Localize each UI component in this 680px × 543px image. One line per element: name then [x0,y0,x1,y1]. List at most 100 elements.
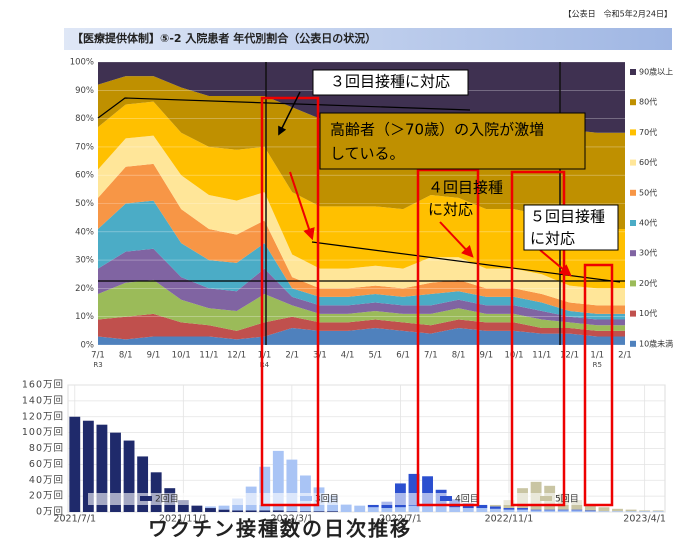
y-tick-label: 30% [75,256,94,266]
title-bar [64,28,672,50]
y-tick-label: 10% [75,312,94,322]
bar [300,511,311,512]
legend-label: 2回目 [155,494,179,505]
legend-label: 5回目 [555,494,579,505]
bar [381,508,393,512]
x-tick-label: 1/1 [590,351,604,361]
bar [367,507,379,512]
bar [584,511,596,512]
bar [544,509,556,511]
bar [218,505,230,510]
legend-label: 10代 [639,308,657,318]
x-tick-label: 10/1 [172,351,191,361]
vaccine-chart: 0万回 20万回 40万回 60万回 80万回 100万回 120万回 140万回 160万回 2… [22,380,666,541]
bar [150,472,162,512]
area-segment [98,163,625,314]
trend-line [97,97,471,119]
legend-label: 3回目 [315,494,339,505]
legend-swatch [630,99,636,106]
area-segment [98,248,625,326]
y-tick-label: 60万回 [29,459,64,470]
publish-date: 【公表日 令和5年2月24日】 [564,9,672,19]
legend-label: 60代 [639,157,657,167]
legend-label: 10歳未満 [639,338,673,348]
x-tick-label: 12/1 [227,351,246,361]
legend-swatch [630,220,636,226]
annotation-text: している。 [330,145,405,163]
x-tick-label: 11/1 [199,351,218,361]
bar [462,508,474,512]
bar [503,508,515,510]
y-tick-label: 20万回 [29,491,64,502]
legend-swatch [630,129,636,136]
x-tick-label: 8/1 [452,351,466,361]
bar [286,459,298,512]
highlight-box [583,263,614,507]
x-era-label: R3 [93,361,102,369]
area-segment [98,200,625,320]
bar [259,466,271,511]
x-tick-label: 5/1 [369,351,383,361]
bar [476,508,488,512]
legend-swatch [540,496,552,501]
bar [205,506,216,509]
legend-label: 70代 [639,127,657,137]
bar [517,508,528,510]
y-tick-label: 70% [75,142,94,152]
x-tick-label: 3/1 [313,351,327,361]
bar [177,500,189,512]
bar [639,510,651,512]
bar [530,509,542,511]
annotation-text: に対応 [530,230,575,248]
bar [503,509,515,512]
bar [598,511,610,512]
y-tick-label: 120万回 [22,411,64,422]
legend-swatch [630,159,636,166]
bar [367,504,379,508]
highlight-box [416,168,480,507]
bar [584,510,596,512]
bar [517,509,528,512]
x-tick-label: 12/1 [560,351,579,361]
bar [639,511,651,512]
x-tick-label: 2022/7/1 [379,514,422,525]
y-tick-label: 80% [75,114,94,124]
x-tick-label: 2021/11/1 [159,514,208,525]
bar [544,510,556,512]
bar [327,511,339,512]
legend-swatch [630,69,636,75]
y-tick-label: 140万回 [22,395,64,406]
bar [123,440,135,512]
legend-swatch [630,189,636,196]
annotation-text: ３回目接種に対応 [330,73,450,91]
bar [612,508,623,512]
bar [394,507,406,512]
bar [272,450,284,511]
x-tick-label: 11/1 [532,351,551,361]
legend-label: 4回目 [455,494,479,505]
bar [652,510,664,512]
highlight-box [260,96,320,507]
y-tick-label: 20% [75,284,94,294]
bar [408,505,420,512]
y-tick-label: 100% [70,58,94,68]
legend-box [88,493,588,505]
legend-label: 20代 [639,278,657,288]
bar [422,504,433,512]
x-tick-label: 2022/11/1 [485,514,534,525]
x-tick-label: 4/1 [341,351,355,361]
legend-swatch [440,496,452,501]
y-tick-label: 40% [75,227,94,237]
arrow [289,171,315,241]
bar [476,504,488,509]
x-tick-label: 10/1 [505,351,524,361]
bar [96,424,108,512]
annotation-box [312,69,469,96]
x-tick-label: 2023/4/1 [623,514,666,525]
bar [245,510,257,512]
bar [530,510,542,512]
bar [137,456,149,512]
legend-label: 90歳以上 [639,67,673,77]
